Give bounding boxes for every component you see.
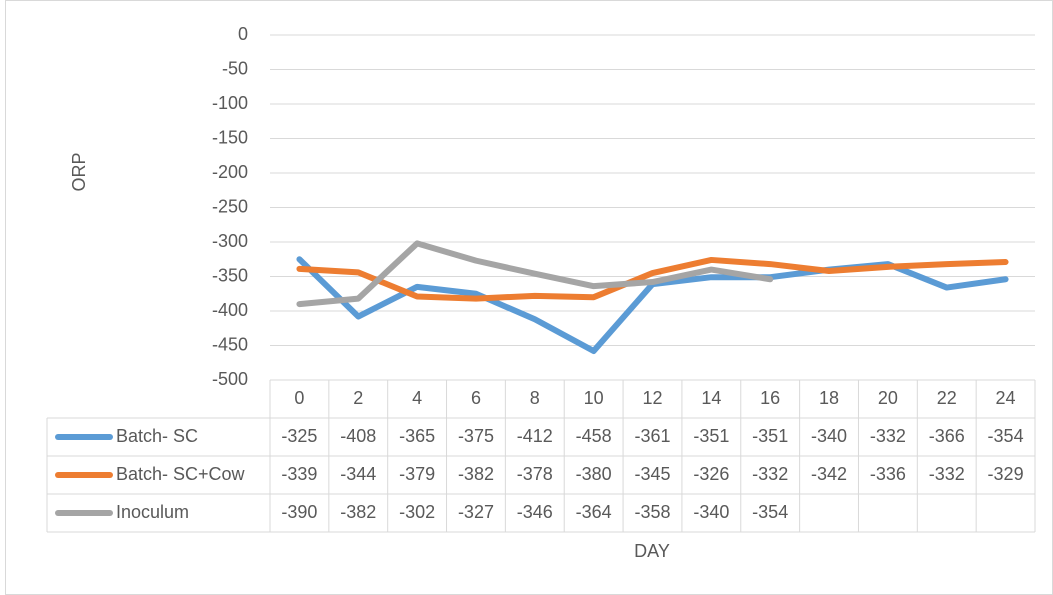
x-tick-label: 18	[819, 388, 839, 408]
x-tick-label: 0	[294, 388, 304, 408]
y-tick-label: -300	[212, 231, 248, 251]
table-value: -346	[517, 502, 553, 522]
y-tick-label: -200	[212, 162, 248, 182]
series-line	[296, 256, 1009, 302]
table-value: -358	[634, 502, 670, 522]
y-tick-label: -100	[212, 93, 248, 113]
table-value: -390	[281, 502, 317, 522]
table-value: -326	[693, 464, 729, 484]
y-tick-label: -250	[212, 196, 248, 216]
table-value: -339	[281, 464, 317, 484]
table-value: -378	[517, 464, 553, 484]
table-value: -375	[458, 426, 494, 446]
x-tick-label: 4	[412, 388, 422, 408]
y-axis-label: ORP	[69, 152, 89, 191]
y-tick-label: -50	[222, 58, 248, 78]
table-value: -365	[399, 426, 435, 446]
table-value: -412	[517, 426, 553, 446]
x-tick-label: 6	[471, 388, 481, 408]
legend-label: Inoculum	[116, 502, 189, 522]
table-value: -340	[693, 502, 729, 522]
table-value: -342	[811, 464, 847, 484]
y-tick-label: -450	[212, 334, 248, 354]
table-value: -379	[399, 464, 435, 484]
x-tick-label: 22	[937, 388, 957, 408]
table-value: -382	[458, 464, 494, 484]
table-value: -354	[988, 426, 1024, 446]
table-value: -351	[693, 426, 729, 446]
y-tick-label: 0	[238, 24, 248, 44]
table-value: -354	[752, 502, 788, 522]
table-value: -336	[870, 464, 906, 484]
x-axis-label: DAY	[634, 541, 670, 561]
table-value: -332	[929, 464, 965, 484]
y-tick-label: -400	[212, 300, 248, 320]
x-tick-label: 12	[642, 388, 662, 408]
x-tick-label: 20	[878, 388, 898, 408]
x-tick-label: 8	[530, 388, 540, 408]
table-value: -408	[340, 426, 376, 446]
table-value: -329	[988, 464, 1024, 484]
x-tick-label: 2	[353, 388, 363, 408]
y-tick-label: -150	[212, 127, 248, 147]
x-tick-label: 10	[584, 388, 604, 408]
table-value: -327	[458, 502, 494, 522]
table-value: -458	[576, 426, 612, 446]
y-tick-label: -350	[212, 265, 248, 285]
table-value: -325	[281, 426, 317, 446]
table-value: -332	[752, 464, 788, 484]
table-value: -361	[634, 426, 670, 446]
table-value: -380	[576, 464, 612, 484]
table-value: -382	[340, 502, 376, 522]
table-value: -332	[870, 426, 906, 446]
legend-label: Batch- SC	[116, 426, 198, 446]
y-tick-label: -500	[212, 369, 248, 389]
table-value: -364	[576, 502, 612, 522]
table-value: -340	[811, 426, 847, 446]
legend-label: Batch- SC+Cow	[116, 464, 246, 484]
series-line	[296, 240, 774, 308]
x-tick-label: 16	[760, 388, 780, 408]
table-value: -351	[752, 426, 788, 446]
table-value: -345	[634, 464, 670, 484]
table-value: -366	[929, 426, 965, 446]
x-tick-label: 24	[996, 388, 1016, 408]
table-value: -344	[340, 464, 376, 484]
table-value: -302	[399, 502, 435, 522]
x-tick-label: 14	[701, 388, 721, 408]
